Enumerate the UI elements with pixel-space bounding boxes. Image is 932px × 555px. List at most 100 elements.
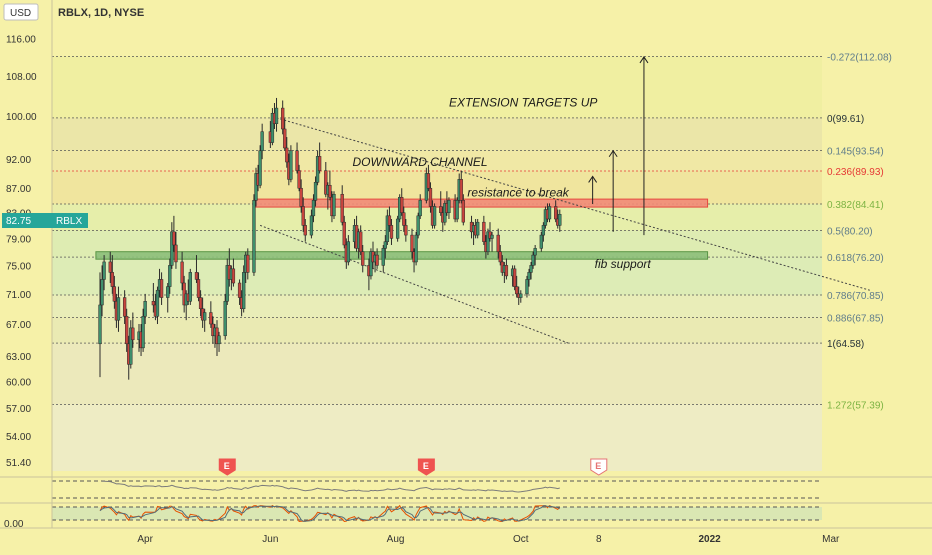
- candle: [410, 228, 414, 259]
- chart-annotation[interactable]: DOWNWARD CHANNEL: [352, 155, 487, 169]
- candle-body: [486, 231, 490, 252]
- candle: [361, 244, 365, 273]
- candle: [385, 209, 390, 245]
- price-axis[interactable]: 116.00108.00100.0092.0087.0083.0079.0075…: [6, 35, 37, 469]
- currency-label: USD: [10, 8, 31, 19]
- earnings-marker[interactable]: E: [590, 458, 608, 476]
- candle-body: [414, 234, 418, 263]
- candle: [428, 182, 433, 213]
- candle: [252, 194, 256, 276]
- candle-body: [375, 254, 379, 266]
- candle-body: [512, 268, 517, 287]
- candle: [504, 258, 509, 280]
- candle: [100, 265, 104, 317]
- candle-body: [428, 187, 433, 207]
- fib-bands: [52, 56, 822, 471]
- candle: [558, 209, 562, 232]
- candle-body: [389, 225, 394, 239]
- x-tick-label: Mar: [822, 534, 840, 545]
- candle-body: [194, 272, 199, 280]
- candle: [116, 286, 121, 332]
- last-price-tag: 82.75 RBLX: [2, 213, 88, 228]
- support-zone[interactable]: [95, 251, 709, 260]
- channel-trendline[interactable]: [276, 117, 870, 291]
- candle-body: [515, 286, 519, 295]
- target-arrows: [588, 56, 649, 236]
- candle: [122, 290, 127, 325]
- candle: [217, 331, 221, 352]
- fib-band: [52, 117, 822, 151]
- candle: [129, 320, 133, 369]
- y-tick-label: 51.40: [6, 458, 31, 469]
- candle: [432, 203, 437, 229]
- fib-label: -0.272(112.08): [827, 53, 892, 64]
- candle: [416, 212, 420, 239]
- candle: [258, 145, 262, 189]
- candle: [223, 293, 227, 340]
- candle-body: [459, 179, 463, 201]
- symbol-tag: RBLX: [56, 216, 82, 227]
- candle: [174, 231, 178, 269]
- earnings-marker[interactable]: E: [417, 458, 435, 476]
- candle-body: [116, 297, 121, 321]
- target-arrow-head: [639, 56, 649, 64]
- candle-body: [309, 215, 314, 236]
- trendlines: [259, 117, 870, 345]
- channel-trendline[interactable]: [259, 224, 571, 345]
- y-tick-label: 75.00: [6, 261, 31, 272]
- candle: [533, 244, 537, 266]
- candle: [297, 164, 301, 192]
- fib-band: [52, 56, 822, 118]
- candle: [281, 100, 285, 135]
- chart-annotation[interactable]: fib support: [595, 257, 652, 271]
- candle-body: [328, 184, 332, 198]
- candle: [270, 108, 275, 146]
- fib-label: 1.272(57.39): [827, 401, 884, 412]
- candles: [98, 97, 562, 380]
- candle-body: [387, 215, 392, 226]
- indicator-pane[interactable]: [0, 476, 932, 523]
- candle-body: [455, 200, 459, 220]
- candle-body: [558, 214, 562, 226]
- candle: [383, 235, 387, 259]
- fib-band: [52, 343, 822, 405]
- candle-body: [340, 193, 344, 223]
- candle: [402, 206, 406, 232]
- resistance-zone[interactable]: [253, 198, 709, 208]
- candle: [110, 255, 114, 294]
- chart-annotation[interactable]: resistance to break: [467, 186, 569, 200]
- candle-body: [159, 279, 164, 298]
- candle-body: [529, 265, 533, 273]
- candle: [515, 275, 519, 298]
- fib-label: 0(99.61): [827, 114, 864, 125]
- candle: [490, 231, 494, 252]
- candle-body: [395, 218, 400, 239]
- candle: [242, 265, 246, 313]
- candle: [369, 248, 373, 280]
- candle-body: [332, 193, 336, 217]
- fib-band: [52, 317, 822, 344]
- candle-body: [531, 254, 535, 266]
- candle: [198, 290, 203, 317]
- chart-annotation[interactable]: EXTENSION TARGETS UP: [449, 96, 597, 110]
- candle-body: [303, 225, 307, 236]
- candle: [359, 225, 363, 256]
- candle-body: [297, 170, 301, 189]
- candle-body: [547, 206, 552, 220]
- candle-body: [504, 265, 509, 277]
- candle: [455, 197, 459, 223]
- time-axis[interactable]: Apr Jun Aug Oct 8 2022 Mar: [137, 534, 840, 545]
- candle-body: [188, 272, 192, 302]
- candle: [342, 215, 346, 249]
- earnings-label: E: [423, 461, 429, 471]
- fib-band: [52, 404, 822, 471]
- candle: [459, 170, 463, 204]
- candle-body: [129, 327, 133, 365]
- candle-body: [246, 254, 250, 273]
- candle: [381, 244, 385, 273]
- currency-badge[interactable]: [3, 3, 39, 21]
- earnings-marker[interactable]: E: [218, 458, 236, 476]
